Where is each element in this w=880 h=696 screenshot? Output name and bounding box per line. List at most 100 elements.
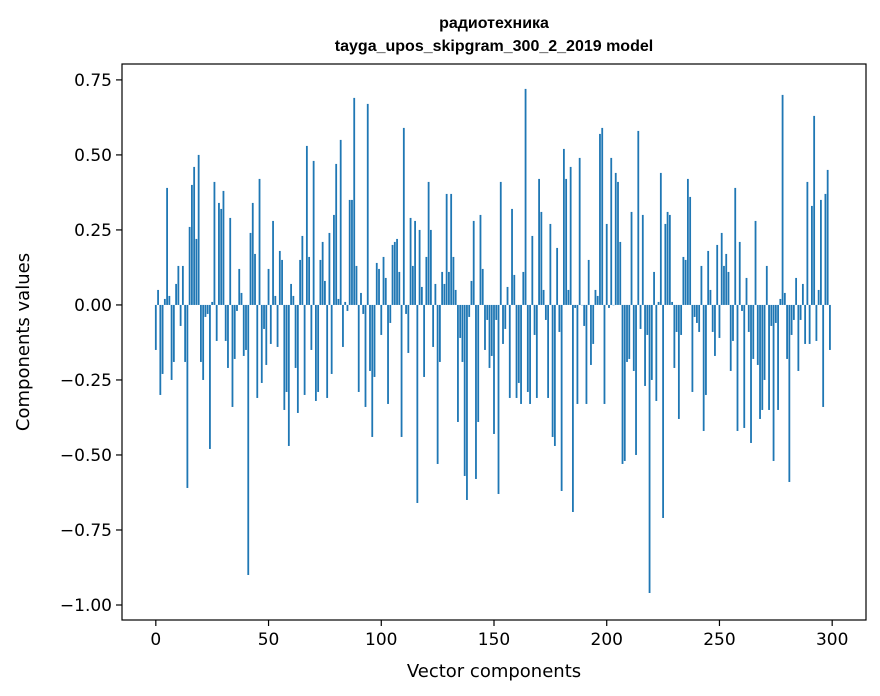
bar-262 bbox=[745, 277, 748, 305]
bar-97 bbox=[373, 304, 376, 377]
bar-158 bbox=[511, 208, 513, 305]
bar-285 bbox=[797, 304, 800, 371]
bar-207 bbox=[621, 304, 624, 464]
bar-278 bbox=[781, 94, 784, 305]
bar-78 bbox=[330, 304, 333, 374]
bar-29 bbox=[220, 208, 223, 305]
bar-149 bbox=[490, 304, 493, 356]
bar-83 bbox=[342, 304, 344, 347]
bar-71 bbox=[314, 304, 317, 401]
bar-178 bbox=[556, 247, 559, 305]
bar-117 bbox=[418, 229, 421, 305]
bar-156 bbox=[506, 286, 509, 305]
bar-46 bbox=[258, 178, 261, 305]
bar-265 bbox=[752, 304, 755, 359]
bar-127 bbox=[441, 271, 444, 305]
bar-120 bbox=[425, 256, 428, 305]
bar-74 bbox=[321, 241, 324, 305]
bar-44 bbox=[254, 253, 256, 305]
bar-57 bbox=[283, 304, 286, 410]
bar-219 bbox=[648, 304, 651, 593]
bar-125 bbox=[436, 304, 439, 464]
bar-166 bbox=[529, 304, 531, 404]
bar-118 bbox=[420, 286, 423, 305]
bar-145 bbox=[481, 268, 484, 305]
bar-56 bbox=[281, 259, 283, 305]
bar-111 bbox=[405, 304, 407, 314]
bar-201 bbox=[608, 304, 610, 308]
bar-70 bbox=[312, 160, 315, 305]
bar-42 bbox=[249, 232, 252, 305]
bar-257 bbox=[734, 187, 737, 305]
bar-283 bbox=[792, 304, 795, 320]
bar-93 bbox=[364, 304, 367, 407]
y-tick-label: −0.75 bbox=[60, 521, 112, 541]
bar-67 bbox=[305, 145, 308, 305]
bar-279 bbox=[783, 292, 786, 305]
bar-194 bbox=[592, 304, 595, 344]
bar-33 bbox=[229, 217, 232, 305]
bar-38 bbox=[240, 292, 243, 305]
bar-163 bbox=[522, 271, 525, 305]
bar-246 bbox=[709, 289, 712, 305]
bar-297 bbox=[824, 193, 827, 305]
bar-248 bbox=[714, 304, 716, 356]
bar-232 bbox=[677, 304, 680, 419]
bar-197 bbox=[599, 133, 601, 305]
bar-142 bbox=[475, 304, 477, 479]
bar-193 bbox=[590, 304, 592, 365]
bar-133 bbox=[454, 289, 457, 305]
bar-175 bbox=[549, 223, 552, 305]
bar-253 bbox=[725, 253, 728, 305]
bar-100 bbox=[380, 304, 383, 335]
bar-72 bbox=[317, 304, 320, 392]
bar-240 bbox=[696, 304, 698, 323]
bar-141 bbox=[472, 220, 475, 305]
bar-90 bbox=[357, 304, 360, 392]
y-tick-label: −0.25 bbox=[60, 371, 112, 391]
bar-126 bbox=[438, 304, 441, 362]
bar-188 bbox=[578, 157, 581, 305]
x-tick-label: 50 bbox=[258, 630, 280, 650]
bar-190 bbox=[583, 304, 586, 326]
bar-65 bbox=[301, 235, 304, 305]
bar-37 bbox=[238, 268, 241, 305]
bar-242 bbox=[700, 265, 703, 305]
y-tick-label: 0.25 bbox=[74, 221, 112, 241]
bar-155 bbox=[504, 304, 507, 329]
bar-238 bbox=[691, 304, 694, 392]
bar-108 bbox=[398, 271, 401, 305]
bar-174 bbox=[547, 304, 550, 398]
bar-276 bbox=[777, 304, 779, 410]
bar-255 bbox=[729, 304, 732, 371]
x-axis-label: Vector components bbox=[407, 661, 581, 682]
bar-113 bbox=[409, 217, 412, 305]
bar-5 bbox=[166, 187, 168, 305]
bar-220 bbox=[650, 304, 653, 380]
bar-200 bbox=[605, 223, 608, 305]
bar-60 bbox=[290, 283, 292, 305]
bars-group bbox=[154, 88, 831, 593]
bar-243 bbox=[702, 304, 705, 431]
bar-204 bbox=[614, 172, 617, 305]
bar-64 bbox=[299, 259, 302, 305]
x-tick-label: 0 bbox=[150, 630, 161, 650]
bar-41 bbox=[247, 304, 250, 575]
bar-268 bbox=[759, 304, 761, 419]
y-tick-label: 0.00 bbox=[74, 296, 112, 316]
bar-282 bbox=[790, 304, 793, 335]
bar-249 bbox=[716, 244, 719, 305]
bar-192 bbox=[587, 259, 590, 305]
bar-289 bbox=[806, 181, 809, 305]
bar-75 bbox=[324, 280, 326, 305]
bar-49 bbox=[265, 304, 268, 365]
bar-61 bbox=[292, 295, 295, 305]
bar-230 bbox=[673, 304, 676, 368]
bar-73 bbox=[319, 259, 322, 305]
bar-1 bbox=[157, 289, 159, 305]
bar-3 bbox=[161, 304, 164, 374]
x-tick-label: 100 bbox=[365, 630, 397, 650]
bar-295 bbox=[820, 199, 822, 305]
bar-159 bbox=[513, 274, 516, 305]
